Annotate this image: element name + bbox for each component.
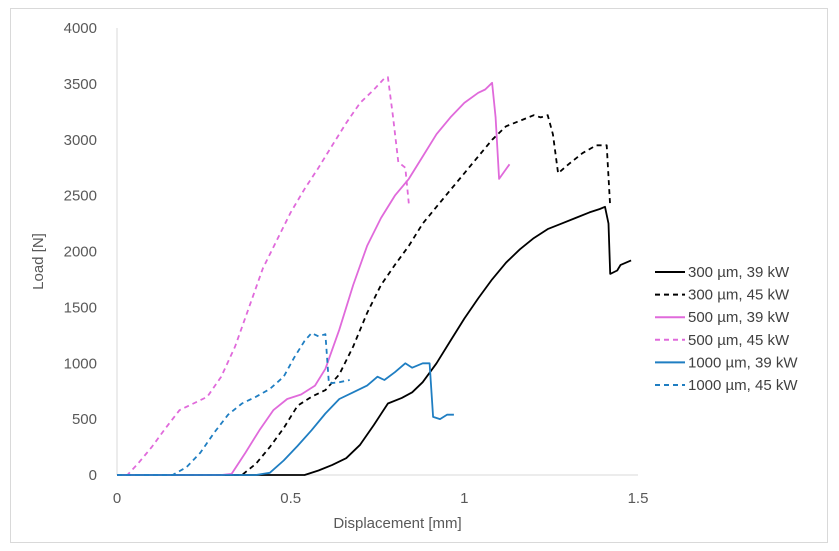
- x-tick-label: 1.5: [628, 490, 649, 507]
- legend-label: 1000 µm, 39 kW: [688, 354, 798, 371]
- y-tick-label: 500: [72, 411, 97, 428]
- y-tick-label: 2500: [64, 188, 97, 205]
- x-tick-label: 0: [113, 490, 121, 507]
- y-tick-labels: 0 500 1000 1500 2000 2500 3000 3500 4000: [64, 20, 97, 484]
- x-tick-label: 1: [460, 490, 468, 507]
- series-line-4: [117, 76, 410, 476]
- y-axis-title: Load [N]: [30, 233, 47, 290]
- legend-label: 500 µm, 45 kW: [688, 332, 790, 349]
- legend-label: 300 µm, 45 kW: [688, 287, 790, 304]
- y-tick-label: 3500: [64, 76, 97, 93]
- series-line-1: [117, 205, 632, 476]
- y-tick-label: 2000: [64, 244, 97, 261]
- series-line-6: [117, 332, 350, 476]
- series-line-5: [117, 362, 454, 476]
- series-layer: [117, 76, 632, 476]
- x-tick-label: 0.5: [280, 490, 301, 507]
- y-tick-label: 4000: [64, 20, 97, 37]
- y-tick-label: 3000: [64, 132, 97, 149]
- y-tick-label: 1000: [64, 355, 97, 372]
- legend-label: 500 µm, 39 kW: [688, 309, 790, 326]
- legend-label: 300 µm, 39 kW: [688, 264, 790, 281]
- series-line-3: [117, 81, 511, 476]
- legend: 300 µm, 39 kW 300 µm, 45 kW 500 µm, 39 kW 5…: [655, 264, 798, 394]
- legend-label: 1000 µm, 45 kW: [688, 377, 798, 394]
- x-axis-title: Displacement [mm]: [333, 515, 461, 532]
- y-tick-label: 1500: [64, 299, 97, 316]
- y-tick-label: 0: [89, 467, 97, 484]
- x-tick-labels: 0 0.5 1 1.5: [113, 490, 649, 507]
- series-line-2: [117, 114, 612, 476]
